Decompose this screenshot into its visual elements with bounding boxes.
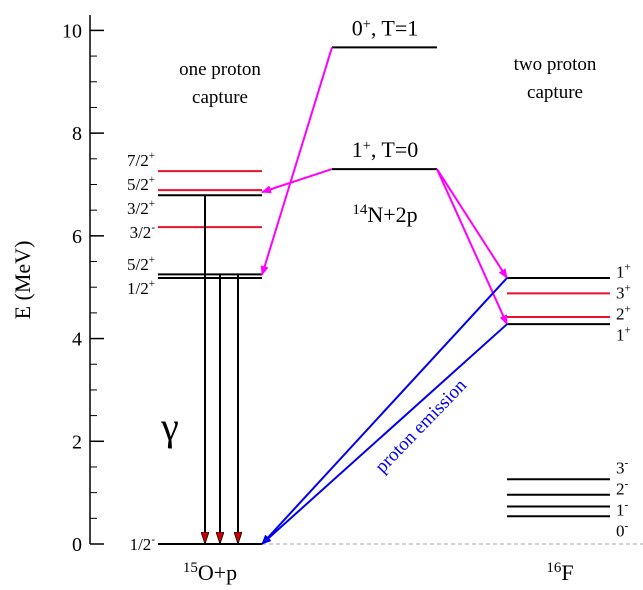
level-parity: - <box>625 458 629 470</box>
level-spin: 3/2 <box>130 223 152 242</box>
transition-arrow <box>260 47 333 276</box>
level-spin: 1 <box>352 137 363 162</box>
mass-number: 15 <box>183 560 198 576</box>
mass-number: 14 <box>352 202 368 218</box>
y-tick-label: 10 <box>62 20 82 42</box>
level-spin: 5/2 <box>127 255 149 274</box>
level-parity: + <box>149 198 155 210</box>
column-header: capture <box>192 87 248 108</box>
nucleus: N+2p <box>367 202 417 227</box>
level-suffix: , T=1 <box>371 15 418 40</box>
nucleus: F <box>561 560 573 585</box>
level-spin: 1 <box>616 501 625 520</box>
column-title: 15O+p <box>183 560 237 585</box>
level-parity: + <box>363 138 371 154</box>
level-parity: + <box>363 16 371 32</box>
transition-arrow <box>261 323 508 545</box>
level-spin: 3 <box>616 284 625 303</box>
column-title: 14N+2p <box>352 202 417 227</box>
level-spin: 1/2 <box>127 279 149 298</box>
level-parity: - <box>625 500 629 512</box>
y-tick-label: 2 <box>72 431 82 453</box>
level-parity: - <box>151 222 155 234</box>
level-spin: 7/2 <box>127 151 149 170</box>
level-spin: 0 <box>616 522 625 541</box>
transition-arrow <box>261 168 333 194</box>
level-label: 1/2+ <box>127 278 155 298</box>
level-label: 3- <box>616 458 629 478</box>
transition-arrow <box>436 168 508 326</box>
y-tick-label: 8 <box>72 123 82 145</box>
level-spin: 1/2 <box>130 535 152 554</box>
level-label: 3/2+ <box>127 198 155 218</box>
level-spin: 2 <box>616 305 625 324</box>
level-label: 1+ <box>616 325 631 345</box>
level-parity: + <box>149 150 155 162</box>
level-label: 3+ <box>616 283 631 303</box>
level-label: 1+, T=0 <box>352 137 419 162</box>
level-label: 1/2- <box>130 534 156 554</box>
level-label: 0- <box>616 521 629 541</box>
level-suffix: , T=0 <box>371 137 418 162</box>
column-header: one proton <box>179 59 261 80</box>
nucleus: O+p <box>198 560 237 585</box>
transition-arrow <box>261 277 508 545</box>
level-parity: + <box>149 174 155 186</box>
level-parity: + <box>625 304 631 316</box>
level-spin: 1 <box>616 263 625 282</box>
level-label: 5/2+ <box>127 254 155 274</box>
column-header: capture <box>527 82 583 103</box>
level-parity: + <box>625 325 631 337</box>
level-parity: - <box>625 479 629 491</box>
level-spin: 0 <box>352 15 363 40</box>
level-parity: + <box>149 254 155 266</box>
level-parity: + <box>625 262 631 274</box>
level-label: 0+, T=1 <box>352 15 419 40</box>
transition-arrow <box>436 168 508 279</box>
level-parity: + <box>149 278 155 290</box>
mass-number: 16 <box>546 560 562 576</box>
emission-label: proton emission <box>371 375 471 478</box>
level-label: 1+ <box>616 262 631 282</box>
level-parity: - <box>625 521 629 533</box>
level-spin: 3/2 <box>127 199 149 218</box>
y-tick-label: 4 <box>72 329 82 351</box>
level-label: 1- <box>616 500 629 520</box>
level-parity: + <box>625 283 631 295</box>
level-label: 2- <box>616 479 629 499</box>
level-spin: 1 <box>616 326 625 345</box>
y-tick-label: 6 <box>72 226 82 248</box>
column-title: 16F <box>546 560 573 585</box>
level-label: 2+ <box>616 304 631 324</box>
level-spin: 2 <box>616 480 625 499</box>
level-label: 7/2+ <box>127 150 155 170</box>
level-parity: - <box>151 534 155 546</box>
y-axis-title: E (MeV) <box>10 241 35 320</box>
gamma-label: γ <box>160 404 179 449</box>
level-label: 5/2+ <box>127 174 155 194</box>
level-spin: 5/2 <box>127 175 149 194</box>
level-label: 3/2- <box>130 222 156 242</box>
y-tick-label: 0 <box>72 534 82 556</box>
column-header: two proton <box>514 54 597 75</box>
level-spin: 3 <box>616 459 625 478</box>
